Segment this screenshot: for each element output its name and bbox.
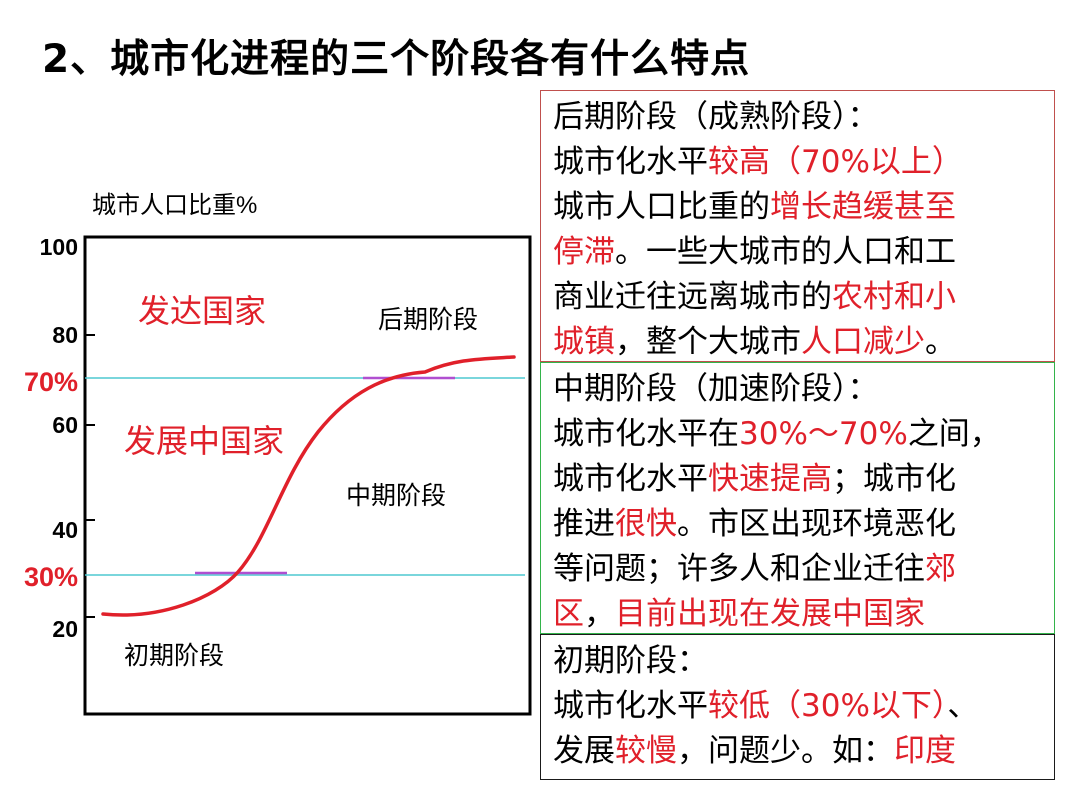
highlight-span: 人口减少 [801,324,925,360]
highlight-span: 农村和小 [832,279,956,315]
highlight-span: 增长趋缓甚至 [770,189,956,225]
late-stage-line: 停滞。一些大城市的人口和工 [553,230,1044,275]
early-stage-line: 城市化水平较低（30%以下）、 [553,684,1044,729]
middle-stage-line: 城市化水平在30%～70%之间， [553,412,1044,457]
middle-stage-box: 中期阶段（加速阶段）： 城市化水平在30%～70%之间， 城市化水平快速提高；城… [540,362,1055,634]
text-span: 等问题；许多人和企业迁往 [553,551,925,587]
developed-countries-label: 发达国家 [138,293,266,329]
urbanization-curve-chart: 城市人口比重% 100 80 60 40 20 70% 30% 发达国家 发展中… [24,192,532,716]
late-stage-line: 城市人口比重的增长趋缓甚至 [553,185,1044,230]
developing-countries-label: 发展中国家 [124,423,284,459]
early-stage-heading: 初期阶段： [553,643,708,679]
highlight-span: 较慢 [615,733,677,769]
y-tick-label: 80 [52,322,78,348]
highlight-span: 较高（70%以上） [708,144,963,180]
text-span: 之间， [907,416,1001,452]
middle-stage-line: 推进很快。市区出现环境恶化 [553,502,1044,547]
middle-stage-label: 中期阶段 [346,482,446,510]
highlight-span: 郊 [925,551,956,587]
late-stage-line: 商业迁往远离城市的农村和小 [553,275,1044,320]
text-span: ，问题少。如： [677,733,894,769]
highlight-span: 很快 [615,506,677,542]
y-tick-label: 20 [52,616,78,642]
middle-stage-line: 等问题；许多人和企业迁往郊 [553,547,1044,592]
y-tick-label: 100 [40,234,78,260]
text-span: ；城市化 [832,461,956,497]
late-stage-label: 后期阶段 [378,306,478,334]
text-span: 。市区出现环境恶化 [677,506,956,542]
highlight-span: 印度 [894,733,956,769]
threshold-label-30: 30% [24,562,78,592]
highlight-span: 30%～70% [739,416,908,452]
late-stage-heading: 后期阶段（成熟阶段）： [553,99,879,135]
early-stage-label: 初期阶段 [124,642,224,670]
text-span: 城市人口比重的 [553,189,770,225]
urbanization-s-curve [101,355,516,617]
middle-stage-heading: 中期阶段（加速阶段）： [553,371,879,407]
text-span: 城市化水平 [553,688,708,724]
text-span: 发展 [553,733,615,769]
early-stage-line: 发展较慢，问题少。如：印度 [553,729,1044,774]
y-axis-label: 城市人口比重% [92,192,257,219]
highlight-span: 停滞 [553,234,615,270]
text-span: 。一些大城市的人口和工 [615,234,956,270]
highlight-span: 目前出现在发展中国家 [615,596,925,632]
text-span: ， [584,596,615,632]
threshold-label-70: 70% [24,367,78,397]
plot-frame [83,235,532,716]
slide-title: 2、城市化进程的三个阶段各有什么特点 [42,37,751,82]
y-tick-label: 40 [52,517,78,543]
text-span: 城市化水平在 [553,416,739,452]
middle-stage-line: 城市化水平快速提高；城市化 [553,457,1044,502]
highlight-span: 城镇 [553,324,615,360]
text-span: ，整个大城市 [615,324,801,360]
middle-stage-line: 区，目前出现在发展中国家 [553,592,1044,637]
late-stage-line: 城市化水平较高（70%以上） [553,140,1044,185]
highlight-span: 较低（30%以下） [708,688,948,724]
highlight-span: 区 [553,596,584,632]
text-span: 。 [925,324,956,360]
late-stage-line: 城镇，整个大城市人口减少。 [553,320,1044,365]
early-stage-box: 初期阶段： 城市化水平较低（30%以下）、 发展较慢，问题少。如：印度 [540,634,1055,780]
highlight-span: 快速提高 [708,461,832,497]
text-span: 城市化水平 [553,144,708,180]
text-span: 城市化水平 [553,461,708,497]
y-tick-label: 60 [52,412,78,438]
late-stage-box: 后期阶段（成熟阶段）： 城市化水平较高（70%以上） 城市人口比重的增长趋缓甚至… [540,90,1055,362]
text-span: 、 [947,688,979,724]
text-span: 推进 [553,506,615,542]
text-span: 商业迁往远离城市的 [553,279,832,315]
